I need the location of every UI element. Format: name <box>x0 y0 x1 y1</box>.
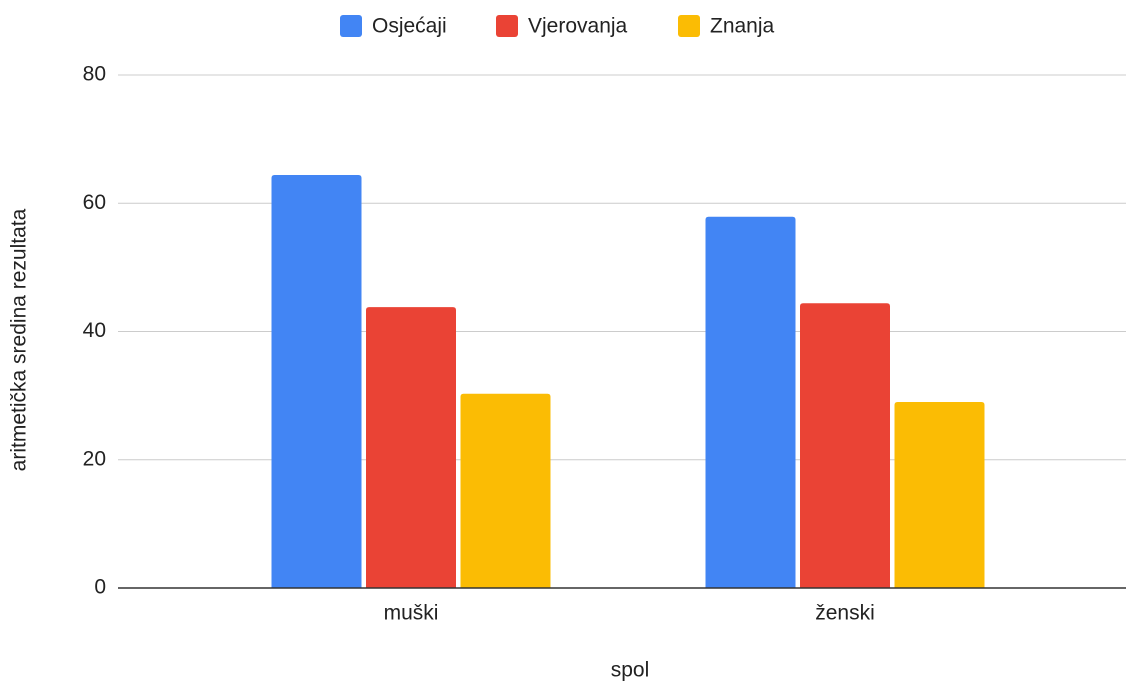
legend-swatch <box>678 15 700 37</box>
bar <box>705 216 796 588</box>
y-tick-label: 60 <box>83 191 106 214</box>
y-tick-label: 20 <box>83 447 106 470</box>
legend-swatch <box>340 15 362 37</box>
bar <box>460 393 551 588</box>
legend-label: Osjećaji <box>372 15 447 38</box>
legend-label: Znanja <box>710 15 775 38</box>
bar <box>800 303 890 588</box>
legend-swatch <box>496 15 518 37</box>
y-tick-label: 0 <box>94 576 106 599</box>
bar <box>894 402 985 588</box>
bar <box>271 175 362 588</box>
y-tick-label: 80 <box>83 63 106 86</box>
x-tick-label: ženski <box>815 602 875 625</box>
bar <box>366 307 456 588</box>
y-tick-label: 40 <box>83 319 106 342</box>
x-axis-title: spol <box>611 659 650 682</box>
y-axis-title: aritmetička sredina rezultata <box>8 208 31 471</box>
legend-label: Vjerovanja <box>528 15 628 38</box>
x-tick-label: muški <box>384 602 439 625</box>
